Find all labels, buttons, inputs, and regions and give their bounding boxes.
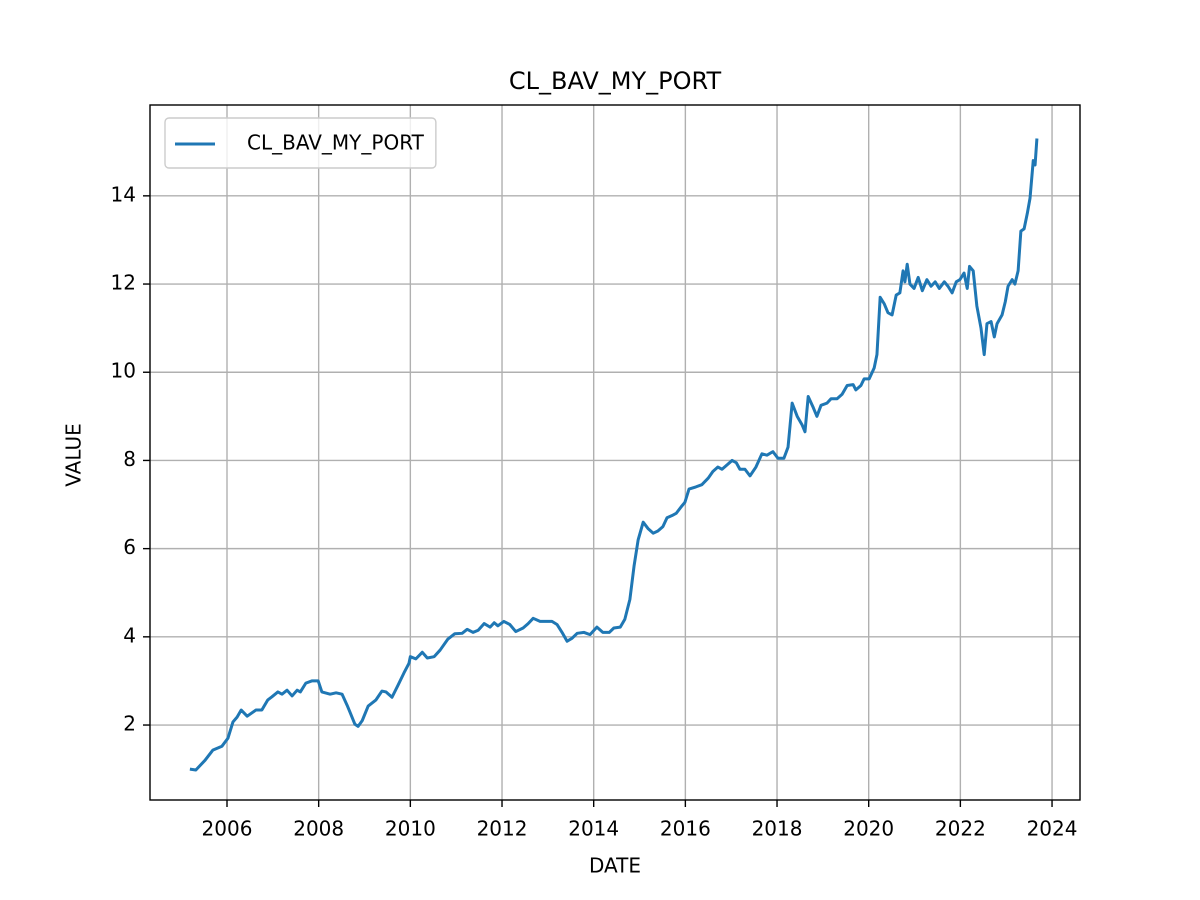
y-axis-label: VALUE	[62, 423, 86, 487]
x-tick-label: 2024	[1027, 817, 1078, 841]
y-tick-label: 8	[123, 447, 136, 471]
legend: CL_BAV_MY_PORT	[164, 117, 437, 169]
y-tick-label: 4	[123, 623, 136, 647]
x-tick-label: 2006	[202, 817, 253, 841]
y-tick-label: 6	[123, 535, 136, 559]
grid: 2006 2008 2010 2012 2014 2016 2018 2020 2022 2024…	[111, 105, 1080, 841]
line-series	[189, 138, 1039, 772]
plot	[189, 138, 1039, 772]
y-tick-label: 2	[123, 712, 136, 736]
y-tick-label: 12	[111, 271, 136, 295]
y-tick-label: 14	[111, 182, 136, 206]
x-tick-label: 2018	[752, 817, 803, 841]
legend-box	[164, 117, 437, 169]
x-tick-label: 2010	[385, 817, 436, 841]
chart-title: CL_BAV_MY_PORT	[509, 67, 722, 95]
x-tick-label: 2016	[660, 817, 711, 841]
x-tick-label: 2012	[477, 817, 528, 841]
axes-frame	[149, 104, 1081, 801]
y-tick-label: 10	[111, 359, 136, 383]
x-tick-label: 2020	[843, 817, 894, 841]
x-axis-label: DATE	[589, 854, 641, 878]
x-tick-label: 2014	[568, 817, 619, 841]
x-tick-label: 2022	[935, 817, 986, 841]
legend-label: CL_BAV_MY_PORT	[247, 131, 425, 155]
x-tick-label: 2008	[293, 817, 344, 841]
